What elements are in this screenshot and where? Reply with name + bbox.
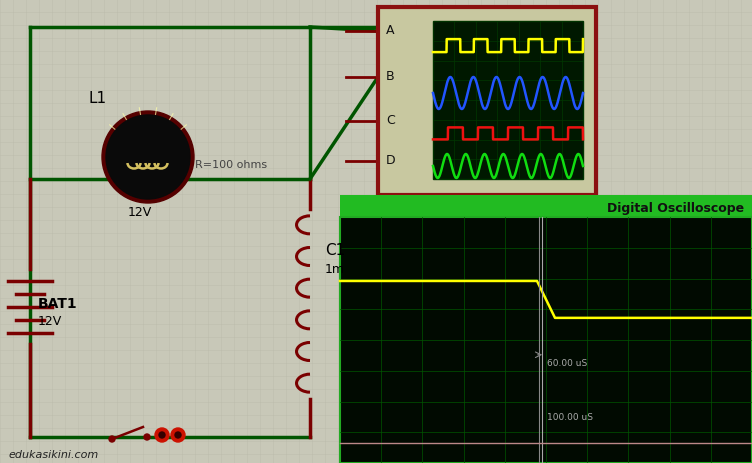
Text: 12V: 12V (128, 206, 152, 219)
Text: 12V: 12V (38, 314, 62, 327)
Bar (433, 22, 583, 180)
Circle shape (171, 428, 185, 442)
Text: D: D (386, 154, 396, 167)
Text: L1: L1 (88, 91, 106, 106)
Text: C1: C1 (325, 243, 345, 257)
Circle shape (106, 116, 190, 200)
Circle shape (109, 436, 115, 442)
Circle shape (102, 112, 194, 204)
Bar (340, 195, 752, 218)
Text: edukasikini.com: edukasikini.com (8, 449, 99, 459)
Text: A: A (386, 24, 395, 37)
Circle shape (155, 428, 169, 442)
Text: R=100 ohms: R=100 ohms (195, 160, 267, 169)
Text: 60.00 uS: 60.00 uS (547, 358, 587, 367)
Circle shape (159, 432, 165, 438)
Text: B: B (386, 70, 395, 83)
Circle shape (175, 432, 181, 438)
Bar (378, 8, 596, 195)
Text: 1m: 1m (325, 263, 345, 275)
Circle shape (144, 434, 150, 440)
Text: 100.00 uS: 100.00 uS (547, 412, 593, 421)
Text: C: C (386, 114, 395, 127)
Text: Digital Oscilloscope: Digital Oscilloscope (607, 201, 744, 214)
Text: BAT1: BAT1 (38, 296, 77, 310)
Bar (340, 218, 752, 463)
